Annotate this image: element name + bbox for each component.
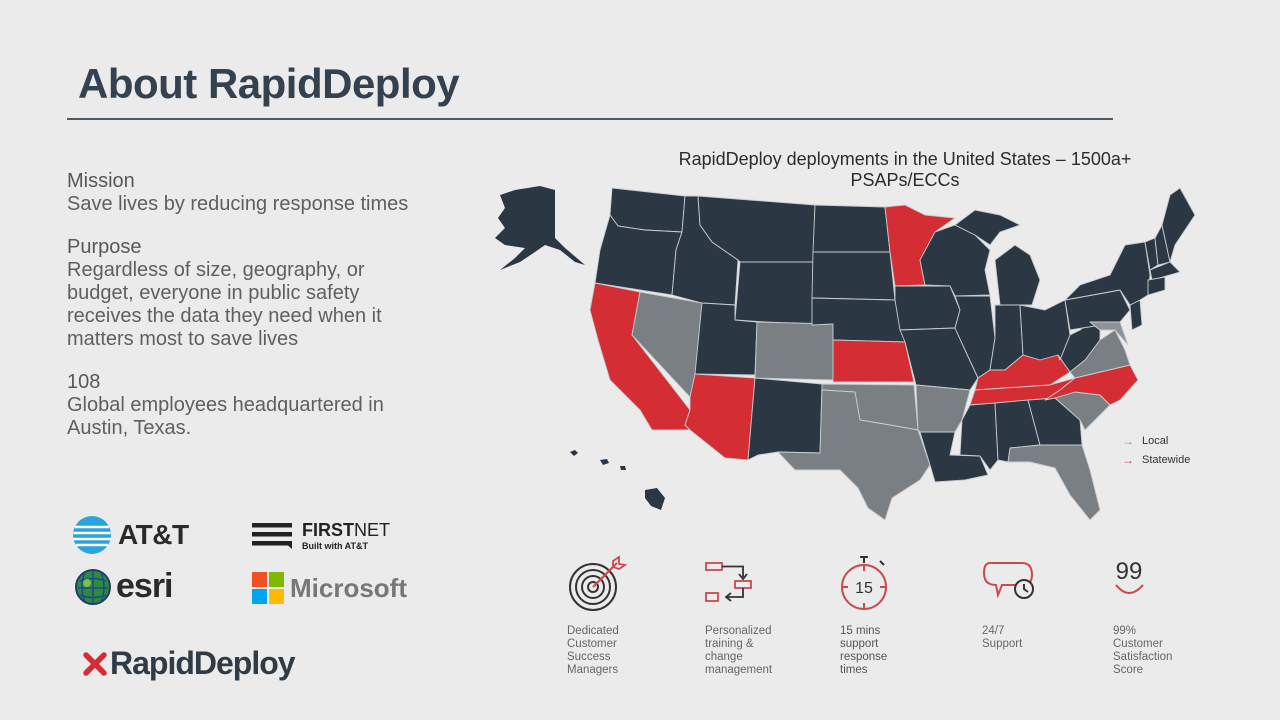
esri-logo: esri: [74, 567, 173, 606]
workflow-icon: [705, 562, 752, 602]
att-logo: AT&T: [72, 515, 189, 555]
purpose-block: Purpose Regardless of size, geography, o…: [67, 236, 427, 351]
mission-heading: Mission: [67, 170, 135, 192]
att-text: AT&T: [118, 519, 189, 550]
feature-label: 15 mins support response times: [840, 625, 888, 676]
arrow-right-icon: →: [1122, 434, 1134, 448]
state-colorado: [754, 321, 834, 381]
smile-score-icon: 99: [1115, 558, 1144, 594]
employees-text: Global employees headquartered in Austin…: [67, 394, 384, 439]
state-arizona: [684, 373, 756, 461]
state-louisiana: [919, 431, 989, 483]
stopwatch-icon: 15: [841, 556, 887, 610]
feature-label: 24/7 Support: [982, 625, 1023, 650]
state-michigan-up: [954, 209, 1021, 246]
state-ohio: [1019, 299, 1071, 361]
state-michigan: [994, 244, 1041, 306]
esri-text: esri: [116, 567, 173, 605]
esri-globe-icon: [75, 568, 111, 605]
mission-block: Mission Save lives by reducing response …: [67, 170, 427, 216]
feature-training: Personalized training & change management: [705, 555, 815, 677]
feature-label: Dedicated Customer Success Managers: [567, 625, 619, 676]
title-divider: [67, 118, 1113, 120]
state-connecticut: [1147, 276, 1166, 296]
state-new-mexico: [747, 377, 823, 461]
purpose-heading: Purpose: [67, 236, 142, 258]
mission-text: Save lives by reducing response times: [67, 193, 409, 215]
rapiddeploy-logo: RapidDeploy: [82, 645, 296, 682]
state-kansas: [832, 339, 915, 383]
state-florida: [1007, 444, 1101, 520]
rapiddeploy-x-icon: [83, 651, 107, 676]
chat-clock-icon: [982, 562, 1034, 599]
map-title: RapidDeploy deployments in the United St…: [678, 149, 1132, 190]
microsoft-logo: Microsoft: [252, 572, 407, 604]
legend-statewide-label: Statewide: [1142, 454, 1191, 466]
target-icon: [569, 555, 628, 611]
feature-support: 24/7 Support: [982, 555, 1092, 651]
state-texas: [777, 389, 931, 520]
map-legend: → Local → Statewide: [1122, 432, 1190, 470]
us-deployment-map: [495, 186, 1196, 520]
legend-local-label: Local: [1142, 435, 1169, 447]
state-maryland: [1089, 321, 1129, 346]
firstnet-bars-icon: [252, 523, 292, 549]
state-wyoming: [734, 261, 814, 326]
svg-text:15: 15: [855, 580, 873, 597]
feature-satisfaction: 99 99% Customer Satisfaction Score: [1113, 555, 1223, 677]
feature-label: 99% Customer Satisfaction Score: [1113, 625, 1173, 676]
feature-response-time: 15 15 mins support response times: [840, 555, 950, 677]
state-south-dakota: [811, 251, 896, 301]
page-title: About RapidDeploy: [78, 60, 460, 107]
state-north-carolina: [1044, 364, 1139, 406]
firstnet-subtext: Built with AT&T: [302, 541, 368, 551]
feature-customer-success: Dedicated Customer Success Managers: [567, 555, 677, 677]
state-new-york: [1064, 241, 1151, 306]
arrow-right-icon: →: [1122, 453, 1134, 467]
partner-logos: AT&T FIRSTNET Built with AT&T esri Micro…: [72, 515, 407, 615]
feature-label: Personalized training & change management: [705, 625, 773, 676]
svg-text:99: 99: [1116, 558, 1143, 585]
state-alaska: [495, 186, 585, 270]
employees-block: 108 Global employees headquartered in Au…: [67, 371, 427, 440]
info-panel: Mission Save lives by reducing response …: [67, 170, 427, 460]
legend-local: → Local: [1122, 432, 1190, 451]
firstnet-logo: FIRSTNET Built with AT&T: [252, 521, 390, 551]
state-washington: [609, 187, 686, 233]
firstnet-text: FIRSTNET: [302, 520, 390, 540]
state-north-dakota: [812, 204, 891, 253]
microsoft-text: Microsoft: [290, 572, 407, 603]
state-massachusetts: [1149, 261, 1181, 281]
att-globe-icon: [73, 516, 111, 554]
legend-statewide: → Statewide: [1122, 451, 1190, 470]
rapiddeploy-wordmark: RapidDeploy: [110, 645, 296, 681]
purpose-text: Regardless of size, geography, or budget…: [67, 259, 382, 350]
state-hawaii: [570, 450, 665, 510]
microsoft-windows-icon: [252, 572, 284, 604]
employees-count: 108: [67, 371, 101, 393]
state-iowa: [894, 285, 961, 331]
